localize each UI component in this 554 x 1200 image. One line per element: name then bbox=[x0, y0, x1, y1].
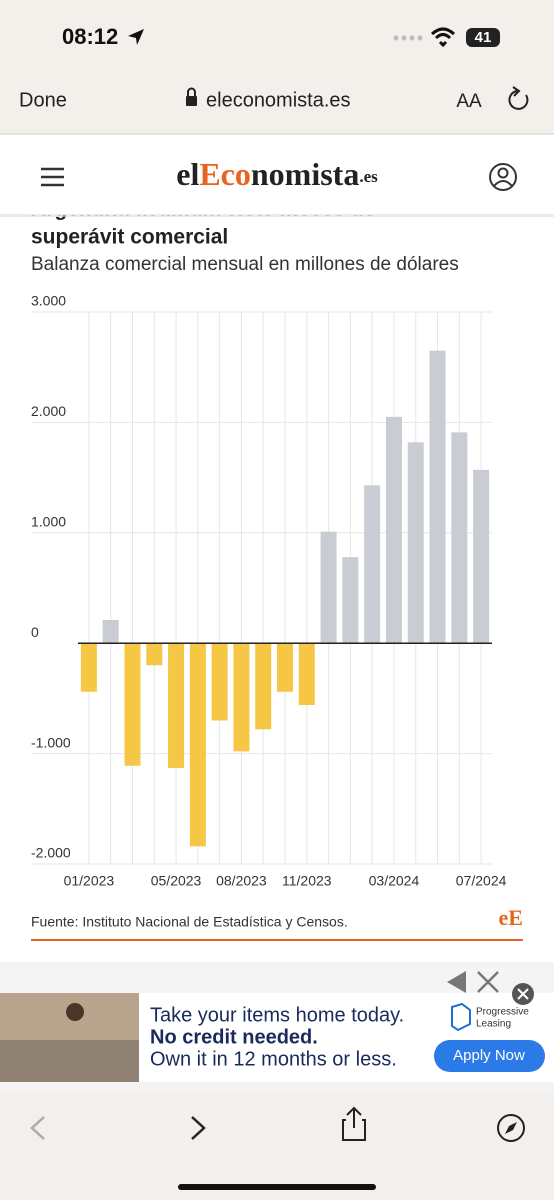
toolbar bbox=[0, 1093, 554, 1200]
y-tick-label: 3.000 bbox=[31, 293, 66, 309]
logo-part: Eco bbox=[199, 156, 251, 192]
site-header bbox=[0, 135, 554, 215]
reload-button[interactable] bbox=[508, 90, 529, 110]
bar bbox=[233, 643, 250, 752]
url[interactable]: eleconomista.es bbox=[206, 89, 351, 111]
ad-brand: Progressive bbox=[476, 1007, 529, 1018]
ad-close-x[interactable] bbox=[477, 971, 499, 993]
logo-part: .es bbox=[359, 167, 378, 186]
ad-line1: Take your items home today. bbox=[150, 1004, 404, 1026]
ad-image-person bbox=[66, 1003, 84, 1021]
profile-body bbox=[493, 180, 513, 187]
y-tick-label: 0 bbox=[31, 624, 39, 640]
compass-button[interactable] bbox=[497, 1114, 525, 1142]
reload-arrow bbox=[512, 86, 521, 97]
forward-button[interactable] bbox=[191, 1116, 206, 1140]
bar bbox=[298, 643, 315, 706]
ad-brand-logo bbox=[451, 1002, 471, 1032]
compass-needle bbox=[505, 1122, 517, 1134]
ad-choices[interactable] bbox=[447, 971, 466, 993]
bar bbox=[451, 432, 468, 644]
bar bbox=[102, 620, 119, 644]
y-tick-label: 1.000 bbox=[31, 514, 66, 530]
bar bbox=[255, 643, 272, 730]
header-shadow bbox=[0, 214, 554, 217]
signal-icon bbox=[393, 35, 423, 41]
y-tick-label: -1.000 bbox=[31, 734, 71, 750]
location-icon bbox=[128, 29, 144, 45]
source: Fuente: Instituto Nacional de Estadístic… bbox=[31, 914, 348, 930]
status-time: 08:12 bbox=[62, 24, 118, 49]
bar bbox=[473, 469, 490, 644]
x-tick-label: 08/2023 bbox=[216, 873, 267, 889]
bar bbox=[124, 643, 141, 766]
profile-head bbox=[497, 167, 509, 179]
x-tick-label: 11/2023 bbox=[282, 873, 332, 889]
x-tick-label: 05/2023 bbox=[151, 873, 202, 889]
text-size-button[interactable]: AA bbox=[456, 91, 482, 112]
bar bbox=[189, 643, 206, 847]
bar bbox=[385, 416, 402, 644]
y-tick-label: -2.000 bbox=[31, 845, 71, 861]
bar bbox=[429, 350, 446, 644]
bar bbox=[168, 643, 185, 768]
wifi-icon bbox=[430, 27, 456, 48]
bar bbox=[211, 643, 228, 721]
x-tick-label: 07/2024 bbox=[456, 873, 507, 889]
bar bbox=[407, 442, 424, 644]
bar bbox=[320, 531, 337, 644]
ad-dismiss-x bbox=[517, 988, 529, 1000]
lock-icon bbox=[186, 96, 197, 106]
x-tick-label: 03/2024 bbox=[369, 873, 420, 889]
x-tick-label: 01/2023 bbox=[64, 873, 115, 889]
plot: -2.000 -1.000 0 1.000 2.000 3.000 01/2023 05/20… bbox=[31, 293, 507, 889]
menu-button[interactable] bbox=[41, 167, 64, 187]
chart-title: superávit comercial bbox=[31, 226, 228, 249]
lock-shackle bbox=[187, 87, 196, 96]
ad-line3: Own it in 12 months or less. bbox=[150, 1048, 397, 1070]
home-indicator bbox=[178, 1184, 376, 1190]
y-tick-label: 2.000 bbox=[31, 403, 66, 419]
done-button[interactable]: Done bbox=[19, 89, 67, 111]
share-button[interactable] bbox=[342, 1106, 366, 1141]
chart-subtitle: Balanza comercial mensual en millones de… bbox=[31, 254, 459, 275]
battery-icon bbox=[466, 28, 500, 47]
profile-button[interactable] bbox=[489, 163, 517, 191]
logo-part: el bbox=[176, 156, 199, 192]
ad-image-sofa bbox=[0, 1040, 139, 1082]
ad-button-label: Apply Now bbox=[453, 1047, 525, 1064]
bar bbox=[364, 485, 381, 644]
logo-part: nomista bbox=[251, 156, 359, 192]
ad-button[interactable] bbox=[434, 1040, 545, 1072]
ad-brand: Leasing bbox=[476, 1019, 511, 1030]
source-logo: eE bbox=[499, 905, 523, 930]
battery-level: 41 bbox=[475, 29, 492, 46]
site-logo[interactable]: elEconomista.es bbox=[176, 156, 378, 192]
browser-chrome bbox=[0, 0, 554, 134]
bar bbox=[80, 643, 97, 692]
ad-line2: No credit needed. bbox=[150, 1026, 318, 1048]
back-button[interactable] bbox=[30, 1116, 45, 1140]
bar bbox=[277, 643, 293, 692]
bar bbox=[146, 643, 163, 666]
bar bbox=[342, 557, 359, 644]
